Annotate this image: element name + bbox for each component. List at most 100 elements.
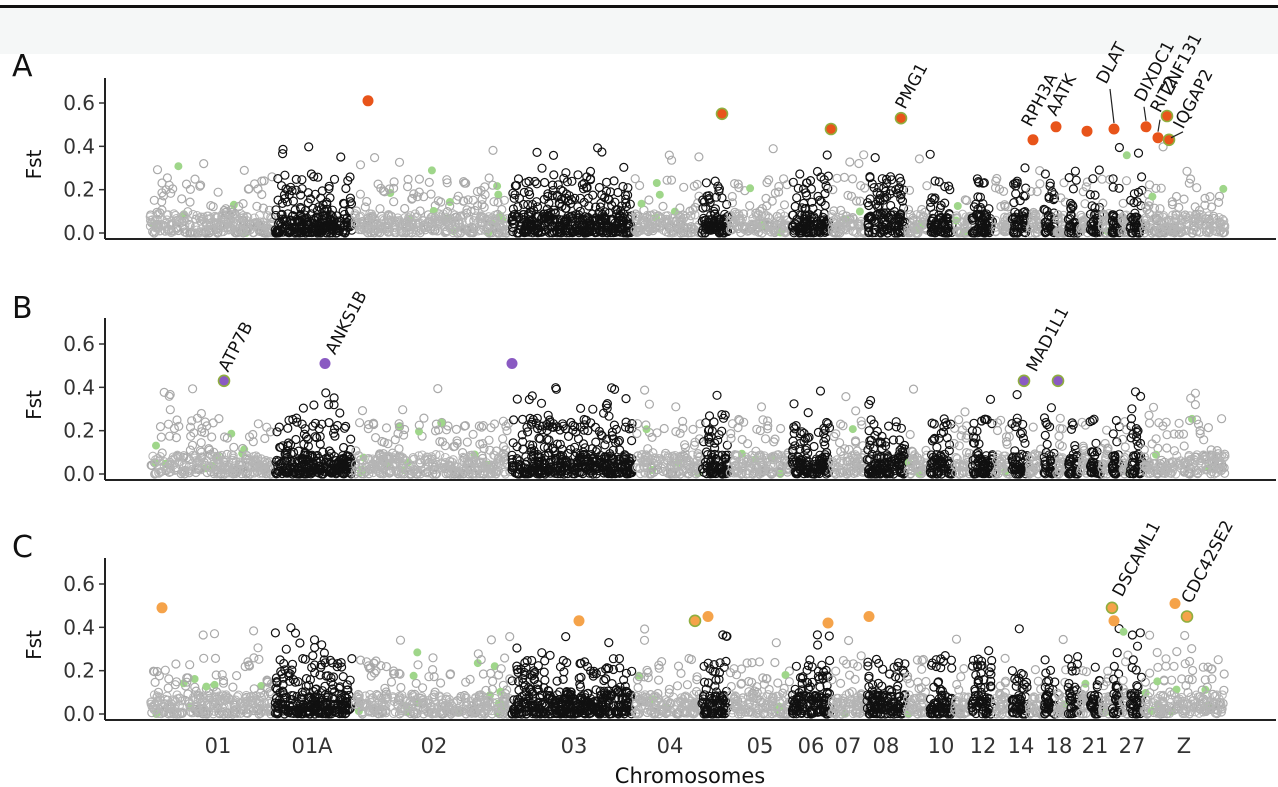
snp-point-candidate: [494, 190, 503, 199]
snp-point: [677, 218, 687, 228]
snp-point: [436, 197, 446, 207]
snp-point: [464, 215, 474, 225]
snp-point: [537, 163, 547, 173]
snp-point: [361, 224, 371, 234]
snp-point: [664, 150, 674, 160]
snp-point: [579, 197, 589, 207]
snp-point: [588, 190, 598, 200]
snp-point: [905, 429, 915, 440]
snp-point: [553, 180, 563, 190]
snp-point: [188, 384, 198, 394]
snp-point: [205, 214, 215, 224]
snp-point: [296, 211, 306, 221]
snp-point: [274, 422, 284, 432]
snp-point: [448, 209, 458, 219]
snp-point: [524, 190, 535, 200]
snp-point: [273, 218, 284, 229]
snp-point: [671, 225, 681, 235]
y-tick-label: 0.2: [63, 178, 95, 202]
snp-point: [845, 157, 855, 167]
snp-point: [308, 203, 318, 213]
gene-label-leader: [1143, 106, 1147, 121]
snp-point: [228, 218, 239, 228]
snp-point: [601, 177, 612, 187]
snp-point: [160, 218, 170, 228]
snp-point: [404, 227, 414, 237]
snp-point: [394, 157, 405, 167]
snp-point: [517, 414, 528, 424]
snp-point-candidate: [1219, 184, 1228, 193]
snp-point: [838, 421, 848, 431]
snp-point: [679, 182, 689, 192]
snp-point: [543, 189, 553, 199]
snp-point: [177, 194, 187, 204]
snp-point: [196, 438, 206, 448]
snp-point: [596, 198, 606, 208]
snp-point: [473, 201, 483, 211]
snp-point: [908, 384, 919, 394]
snp-point: [922, 181, 932, 191]
snp-point: [722, 199, 732, 210]
snp-point: [154, 223, 164, 233]
snp-point: [519, 210, 529, 220]
snp-point: [693, 198, 703, 208]
snp-point: [573, 170, 583, 180]
snp-point: [286, 226, 296, 236]
snp-point: [621, 218, 631, 229]
snp-point: [308, 223, 318, 233]
snp-point: [441, 212, 451, 222]
snp-point: [601, 186, 612, 196]
snp-point: [727, 220, 738, 230]
snp-point: [480, 190, 490, 200]
snp-point: [418, 216, 428, 226]
snp-point: [557, 222, 567, 232]
snp-point: [195, 181, 205, 191]
snp-point: [619, 162, 629, 172]
outlier-point: [1050, 121, 1062, 133]
snp-point: [355, 160, 366, 170]
snp-point: [548, 150, 559, 160]
snp-point: [493, 197, 503, 207]
snp-point: [297, 184, 307, 194]
snp-point: [856, 219, 867, 229]
snp-point: [609, 176, 619, 186]
snp-point: [710, 176, 720, 186]
snp-point: [630, 174, 640, 184]
snp-point: [187, 440, 198, 450]
snp-point: [732, 211, 742, 221]
snp-point: [751, 225, 761, 235]
snp-point: [835, 222, 845, 232]
snp-point: [821, 181, 831, 191]
snp-point: [257, 176, 267, 186]
snp-point: [802, 228, 812, 238]
snp-point: [306, 209, 316, 219]
snp-point: [773, 187, 784, 197]
snp-point: [463, 224, 473, 234]
snp-point: [428, 226, 438, 236]
snp-point: [472, 186, 482, 197]
snp-point: [419, 413, 429, 423]
snp-point: [306, 169, 316, 179]
snp-point: [1205, 192, 1215, 202]
snp-point: [883, 421, 894, 431]
snp-point: [459, 224, 469, 234]
snp-point: [585, 166, 596, 176]
snp-point: [547, 180, 558, 190]
snp-point: [470, 213, 480, 223]
snp-point: [508, 188, 518, 198]
snp-point: [400, 203, 410, 214]
snp-point: [433, 218, 443, 228]
snp-point: [498, 416, 508, 426]
snp-point: [512, 394, 522, 404]
snp-point: [319, 213, 329, 224]
snp-point: [756, 402, 767, 412]
snp-point: [381, 423, 392, 433]
snp-point: [442, 178, 452, 188]
snp-point: [498, 214, 508, 224]
snp-point: [524, 176, 534, 186]
snp-point: [745, 201, 755, 211]
snp-point: [842, 217, 852, 227]
snp-point: [280, 194, 290, 204]
snp-point: [463, 195, 473, 205]
snp-point: [896, 190, 906, 200]
